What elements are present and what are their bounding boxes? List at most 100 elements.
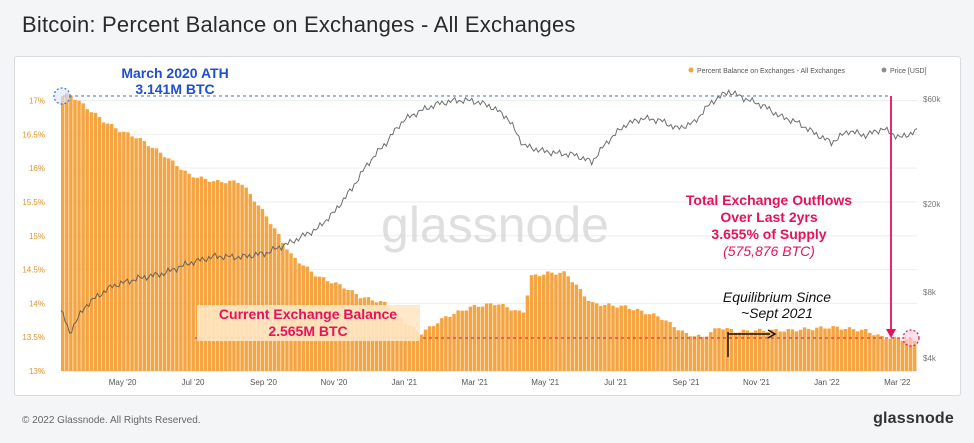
y-right-tick-label: $20k — [923, 200, 941, 209]
balance-bar — [558, 272, 562, 371]
balance-bar — [142, 141, 146, 371]
y-left-tick-label: 14.5% — [22, 266, 45, 275]
balance-bar — [171, 160, 175, 371]
balance-bar — [232, 180, 236, 371]
balance-bar — [97, 116, 102, 371]
balance-bar — [660, 319, 664, 371]
balance-bar — [847, 327, 852, 371]
balance-bar — [476, 306, 481, 371]
balance-bar — [130, 136, 134, 371]
balance-bar — [888, 338, 892, 371]
balance-bar — [199, 176, 204, 371]
balance-bar — [872, 335, 876, 371]
watermark: glassnode — [381, 197, 609, 253]
x-tick-label: Nov '21 — [743, 378, 770, 387]
balance-bar — [179, 169, 183, 371]
balance-bar — [819, 326, 823, 371]
balance-bar — [440, 318, 444, 371]
balance-bar — [705, 336, 709, 371]
balance-bar — [431, 326, 436, 371]
balance-bar — [664, 320, 668, 371]
balance-bar — [529, 275, 534, 371]
balance-bar — [101, 122, 106, 372]
balance-bar — [607, 303, 611, 371]
balance-bar — [260, 208, 265, 371]
balance-bar — [236, 182, 240, 371]
balance-bar — [162, 157, 167, 371]
balance-bar — [399, 317, 403, 371]
balance-bar — [790, 329, 795, 371]
balance-bar — [154, 148, 159, 371]
balance-bar — [207, 181, 212, 371]
balance-bar — [831, 325, 835, 371]
balance-bar — [138, 138, 142, 371]
balance-bar — [468, 306, 473, 371]
balance-bar — [452, 313, 456, 371]
balance-bar — [586, 300, 591, 371]
x-tick-label: Jan '21 — [392, 378, 418, 387]
balance-bar — [696, 334, 701, 371]
balance-bar — [61, 96, 65, 371]
balance-bar — [85, 109, 89, 372]
outflow-arrow-head — [886, 329, 896, 338]
chart-card: glassnode 13% 13.5% 14% 14.5% 15% 15.5% 16% 16.… — [14, 56, 961, 396]
balance-bar — [158, 152, 163, 371]
balance-bar — [244, 187, 248, 371]
balance-bar — [590, 302, 595, 371]
y-left-tick-label: 13.5% — [22, 333, 45, 342]
balance-bar — [912, 340, 917, 371]
ath-label-2: 3.141M BTC — [135, 81, 214, 97]
balance-bar — [721, 329, 725, 371]
balance-bar — [823, 328, 827, 371]
y-right-tick-label: $8k — [923, 288, 937, 297]
legend-label-price: Price [USD] — [890, 68, 927, 75]
balance-bar — [729, 328, 733, 371]
balance-bar — [484, 303, 489, 371]
balance-bar — [517, 310, 522, 371]
balance-bar — [219, 182, 224, 371]
balance-bar — [737, 332, 742, 371]
balance-bar — [224, 183, 228, 371]
balance-bar — [725, 328, 729, 371]
outflow-label-4: (575,876 BTC) — [723, 243, 815, 259]
y-right-tick-label: $60k — [923, 95, 941, 104]
current-label-2: 2.565M BTC — [268, 323, 347, 339]
balance-bar — [73, 99, 77, 371]
balance-bar — [464, 310, 469, 371]
balance-bar — [864, 328, 868, 371]
balance-bar — [839, 329, 844, 371]
balance-bar — [623, 305, 627, 371]
balance-bar — [268, 224, 273, 371]
balance-bar — [762, 330, 766, 371]
balance-bar — [782, 331, 786, 371]
balance-bar — [717, 328, 721, 371]
balance-bar — [778, 331, 782, 371]
balance-bar — [835, 326, 839, 371]
balance-bar — [89, 112, 94, 371]
balance-bar — [501, 303, 505, 371]
balance-bar — [676, 330, 680, 371]
legend-label-balance: Percent Balance on Exchanges - All Excha… — [697, 68, 845, 75]
balance-bar — [195, 177, 199, 371]
balance-bar — [652, 313, 656, 371]
current-label-bg — [197, 305, 420, 341]
balance-bar — [264, 216, 269, 371]
balance-bar — [480, 306, 485, 371]
balance-bar — [113, 128, 118, 371]
balance-bar — [843, 329, 848, 371]
balance-bar — [855, 331, 860, 371]
balance-bar — [908, 338, 913, 371]
balance-bar — [456, 310, 460, 371]
legend: Percent Balance on Exchanges - All Excha… — [688, 67, 927, 75]
equilibrium-label-1: Equilibrium Since — [723, 289, 831, 305]
balance-bar — [892, 336, 897, 371]
balance-bar — [766, 332, 770, 371]
balance-bar — [627, 308, 632, 371]
balance-bar — [668, 322, 672, 371]
balance-bar — [166, 158, 171, 371]
balance-bar — [578, 289, 583, 371]
balance-bar — [574, 284, 579, 371]
balance-bar — [684, 332, 689, 371]
balance-bar — [635, 308, 640, 371]
balance-bar — [427, 326, 432, 371]
